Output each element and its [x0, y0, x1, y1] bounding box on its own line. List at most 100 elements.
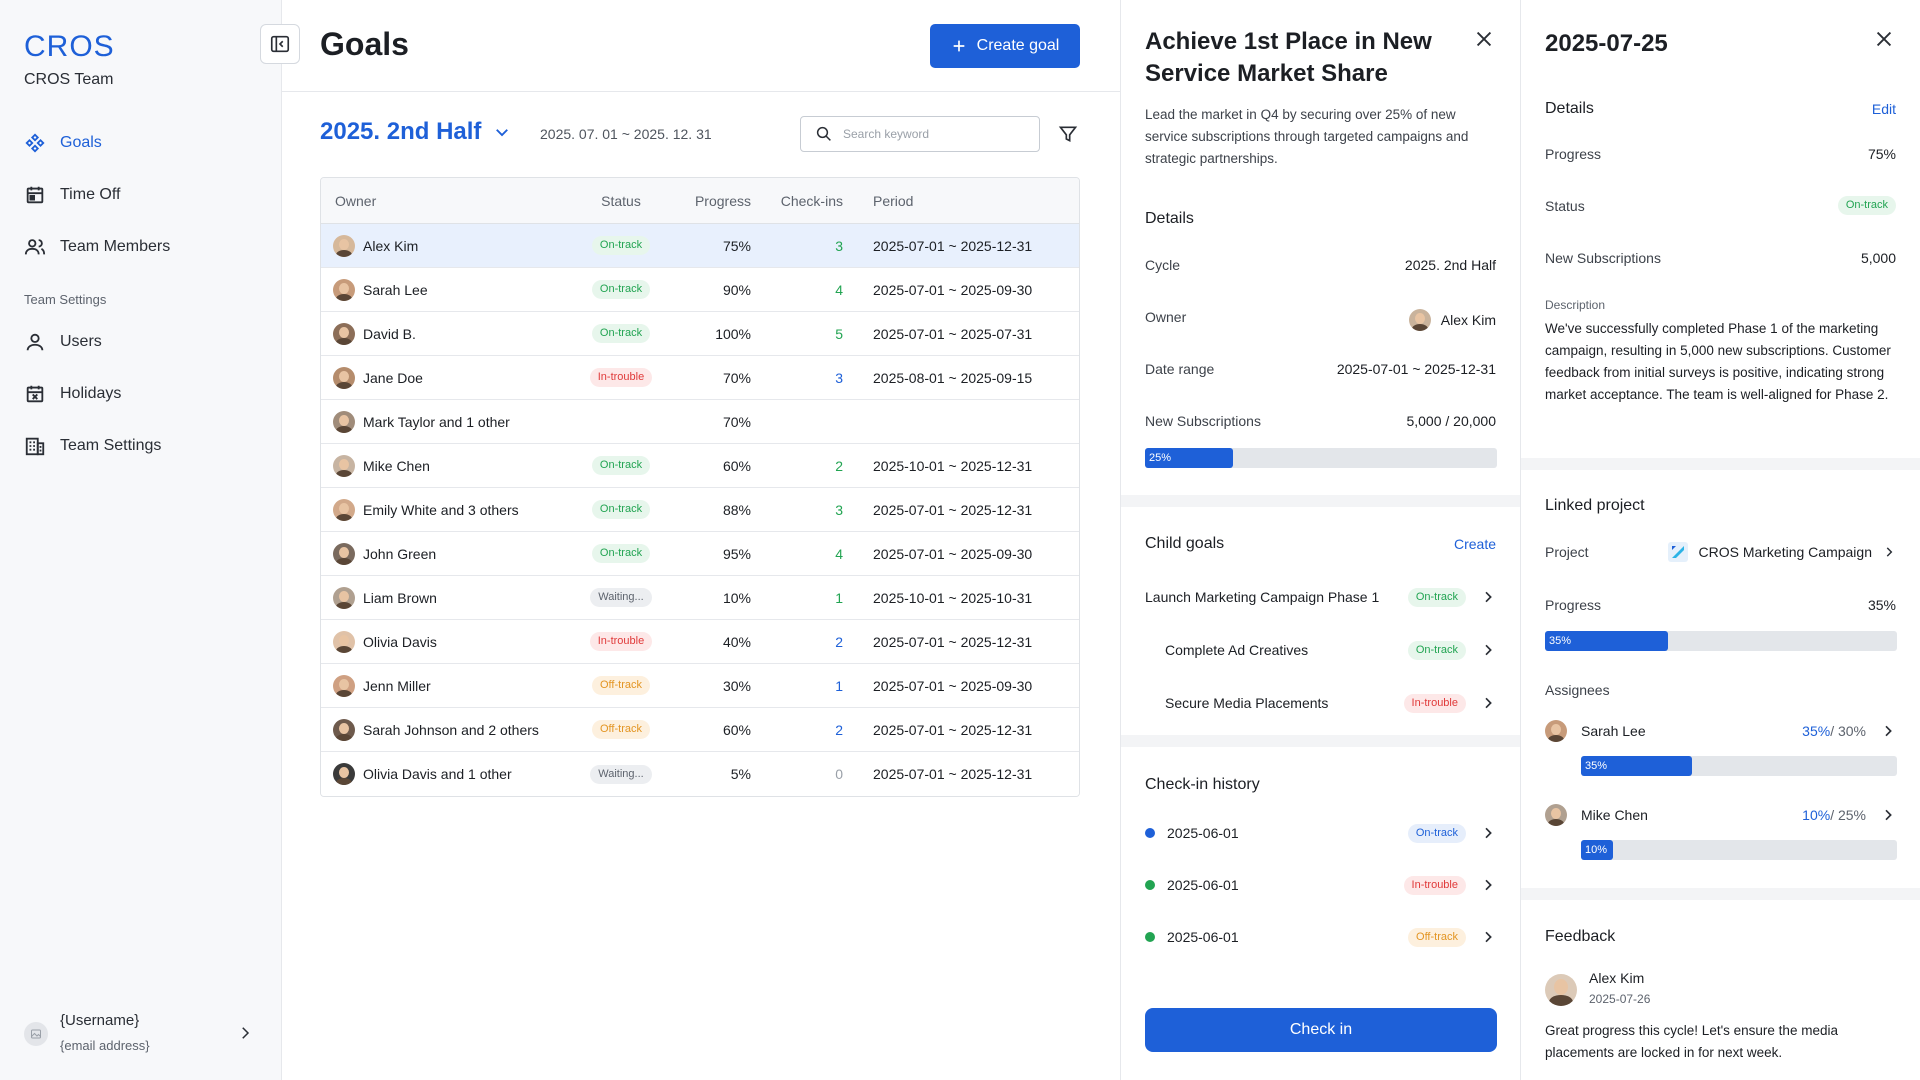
table-row[interactable]: Mike Chen On-track 60% 2 2025-10-01 ~ 20… [321, 444, 1079, 488]
progress-fill: 35% [1545, 631, 1669, 651]
table-row[interactable]: Jenn Miller Off-track 30% 1 2025-07-01 ~… [321, 664, 1079, 708]
status-badge: On-track [591, 456, 651, 475]
assignee-name: Mike Chen [1581, 807, 1648, 823]
avatar [333, 454, 355, 477]
section-divider [1121, 495, 1520, 507]
chevron-right-icon [1485, 591, 1492, 603]
period-cell: 2025-07-01 ~ 2025-09-30 [873, 545, 1033, 562]
table-row[interactable]: Sarah Johnson and 2 others Off-track 60%… [321, 708, 1079, 752]
goals-icon [25, 133, 45, 153]
column-header-period[interactable]: Period [873, 192, 914, 209]
child-goal-item[interactable]: Complete Ad Creatives On-track [1145, 635, 1496, 665]
close-checkin-panel-button[interactable] [1871, 26, 1897, 52]
check-in-button[interactable]: Check in [1145, 1008, 1497, 1052]
page-title: Goals [320, 26, 409, 62]
owner-cell: Mike Chen [321, 454, 571, 477]
user-account[interactable]: {Username} {email address} [24, 1008, 254, 1058]
period-cell: 2025-07-01 ~ 2025-07-31 [873, 325, 1033, 342]
calendar-x-icon [26, 385, 44, 403]
nav-item-time-off[interactable]: Time Off [24, 180, 120, 210]
filter-button[interactable] [1056, 122, 1080, 146]
create-goal-button[interactable]: Create goal [930, 24, 1080, 68]
status-badge: Off-track [592, 676, 650, 695]
owner-cell: Olivia Davis [321, 630, 571, 653]
owner-name: Olivia Davis and 1 other [363, 766, 512, 782]
close-goal-panel-button[interactable] [1471, 26, 1497, 52]
nav-label: Holidays [60, 385, 122, 402]
assignee-target: / 30% [1830, 723, 1866, 739]
status-dot [1145, 932, 1155, 942]
assignee-item[interactable]: Sarah Lee 35% / 30% [1545, 716, 1896, 746]
status-cell: On-track [571, 236, 671, 255]
nav-item-team-members[interactable]: Team Members [24, 232, 170, 262]
details-heading: Details [1145, 210, 1194, 227]
child-goal-item[interactable]: Launch Marketing Campaign Phase 1 On-tra… [1145, 582, 1496, 612]
column-header-status[interactable]: Status [601, 192, 641, 209]
status-badge: In-trouble [1403, 875, 1466, 895]
table-row[interactable]: Mark Taylor and 1 other 70% [321, 400, 1079, 444]
checkins-cell: 5 [835, 325, 843, 342]
avatar [333, 322, 355, 345]
search-input[interactable] [843, 127, 1023, 141]
period-cell: 2025-07-01 ~ 2025-12-31 [873, 721, 1033, 738]
table-row[interactable]: Alex Kim On-track 75% 3 2025-07-01 ~ 202… [321, 224, 1079, 268]
nav-item-users[interactable]: Users [24, 327, 102, 357]
checkins-cell: 2 [835, 721, 843, 738]
avatar [333, 630, 355, 653]
project-link[interactable]: CROS Marketing Campaign [1668, 542, 1896, 562]
assignee-item[interactable]: Mike Chen 10% / 25% [1545, 800, 1896, 830]
status-badge: On-track [1407, 823, 1466, 843]
table-row[interactable]: Jane Doe In-trouble 70% 3 2025-08-01 ~ 2… [321, 356, 1079, 400]
status-badge: Waiting... [590, 764, 652, 784]
column-header-owner[interactable]: Owner [335, 192, 377, 209]
column-header-progress[interactable]: Progress [694, 192, 751, 209]
owner-cell: Jane Doe [321, 366, 571, 389]
cycle-title: 2025. 2nd Half [320, 118, 482, 145]
project-progress-bar: 35% [1545, 631, 1897, 651]
status-cell: On-track [571, 456, 671, 475]
sidebar-collapse-button[interactable] [260, 24, 300, 64]
cycle-selector[interactable]: 2025. 2nd Half [320, 118, 511, 146]
nav-item-goals[interactable]: Goals [24, 128, 102, 158]
table-row[interactable]: Olivia Davis In-trouble 40% 2 2025-07-01… [321, 620, 1079, 664]
nav-section-label: Team Settings [24, 292, 107, 307]
project-label: Project [1545, 544, 1589, 560]
assignee-target: / 25% [1830, 807, 1866, 823]
table-row[interactable]: David B. On-track 100% 5 2025-07-01 ~ 20… [321, 312, 1079, 356]
chevron-right-icon [1485, 697, 1492, 709]
status-cell: On-track [571, 500, 671, 519]
table-row[interactable]: Olivia Davis and 1 other Waiting... 5% 0… [321, 752, 1079, 796]
table-row[interactable]: Emily White and 3 others On-track 88% 3 … [321, 488, 1079, 532]
project-icon [1668, 542, 1689, 562]
search-box[interactable] [800, 116, 1040, 152]
child-goals-heading: Child goals [1145, 535, 1225, 552]
nav-item-holidays[interactable]: Holidays [24, 379, 121, 409]
create-child-goal-link[interactable]: Create [1453, 536, 1496, 552]
child-goal-item[interactable]: Secure Media Placements In-trouble [1145, 688, 1496, 718]
owner-name: Mike Chen [363, 457, 430, 474]
checkin-history-item[interactable]: 2025-06-01 In-trouble [1145, 870, 1496, 900]
checkin-date: 2025-06-01 [1167, 825, 1239, 841]
progress-cell: 60% [722, 457, 751, 474]
period-cell: 2025-07-01 ~ 2025-12-31 [873, 501, 1033, 518]
checkin-history-item[interactable]: 2025-06-01 On-track [1145, 818, 1496, 848]
goal-title: Achieve 1st Place in New Service Market … [1145, 28, 1432, 87]
avatar [1545, 974, 1577, 1006]
period-cell: 2025-07-01 ~ 2025-12-31 [873, 237, 1033, 254]
table-row[interactable]: John Green On-track 95% 4 2025-07-01 ~ 2… [321, 532, 1079, 576]
subscriptions-label: New Subscriptions [1145, 413, 1261, 429]
nav-item-team-settings[interactable]: Team Settings [24, 431, 161, 461]
table-row[interactable]: Sarah Lee On-track 90% 4 2025-07-01 ~ 20… [321, 268, 1079, 312]
table-row[interactable]: Liam Brown Waiting... 10% 1 2025-10-01 ~… [321, 576, 1079, 620]
checkins-cell: 0 [835, 766, 843, 782]
edit-link[interactable]: Edit [1871, 101, 1896, 117]
progress-cell: 60% [722, 721, 751, 738]
section-divider [1121, 735, 1520, 747]
checkin-history-item[interactable]: 2025-06-01 Off-track [1145, 922, 1496, 952]
owner-name: Jane Doe [363, 369, 423, 386]
checkin-date: 2025-06-01 [1167, 877, 1239, 893]
feedback-text: Great progress this cycle! Let's ensure … [1545, 1023, 1838, 1060]
nav-label: Team Members [60, 238, 171, 255]
column-header-checkins[interactable]: Check-ins [780, 192, 843, 209]
avatar [333, 586, 355, 609]
